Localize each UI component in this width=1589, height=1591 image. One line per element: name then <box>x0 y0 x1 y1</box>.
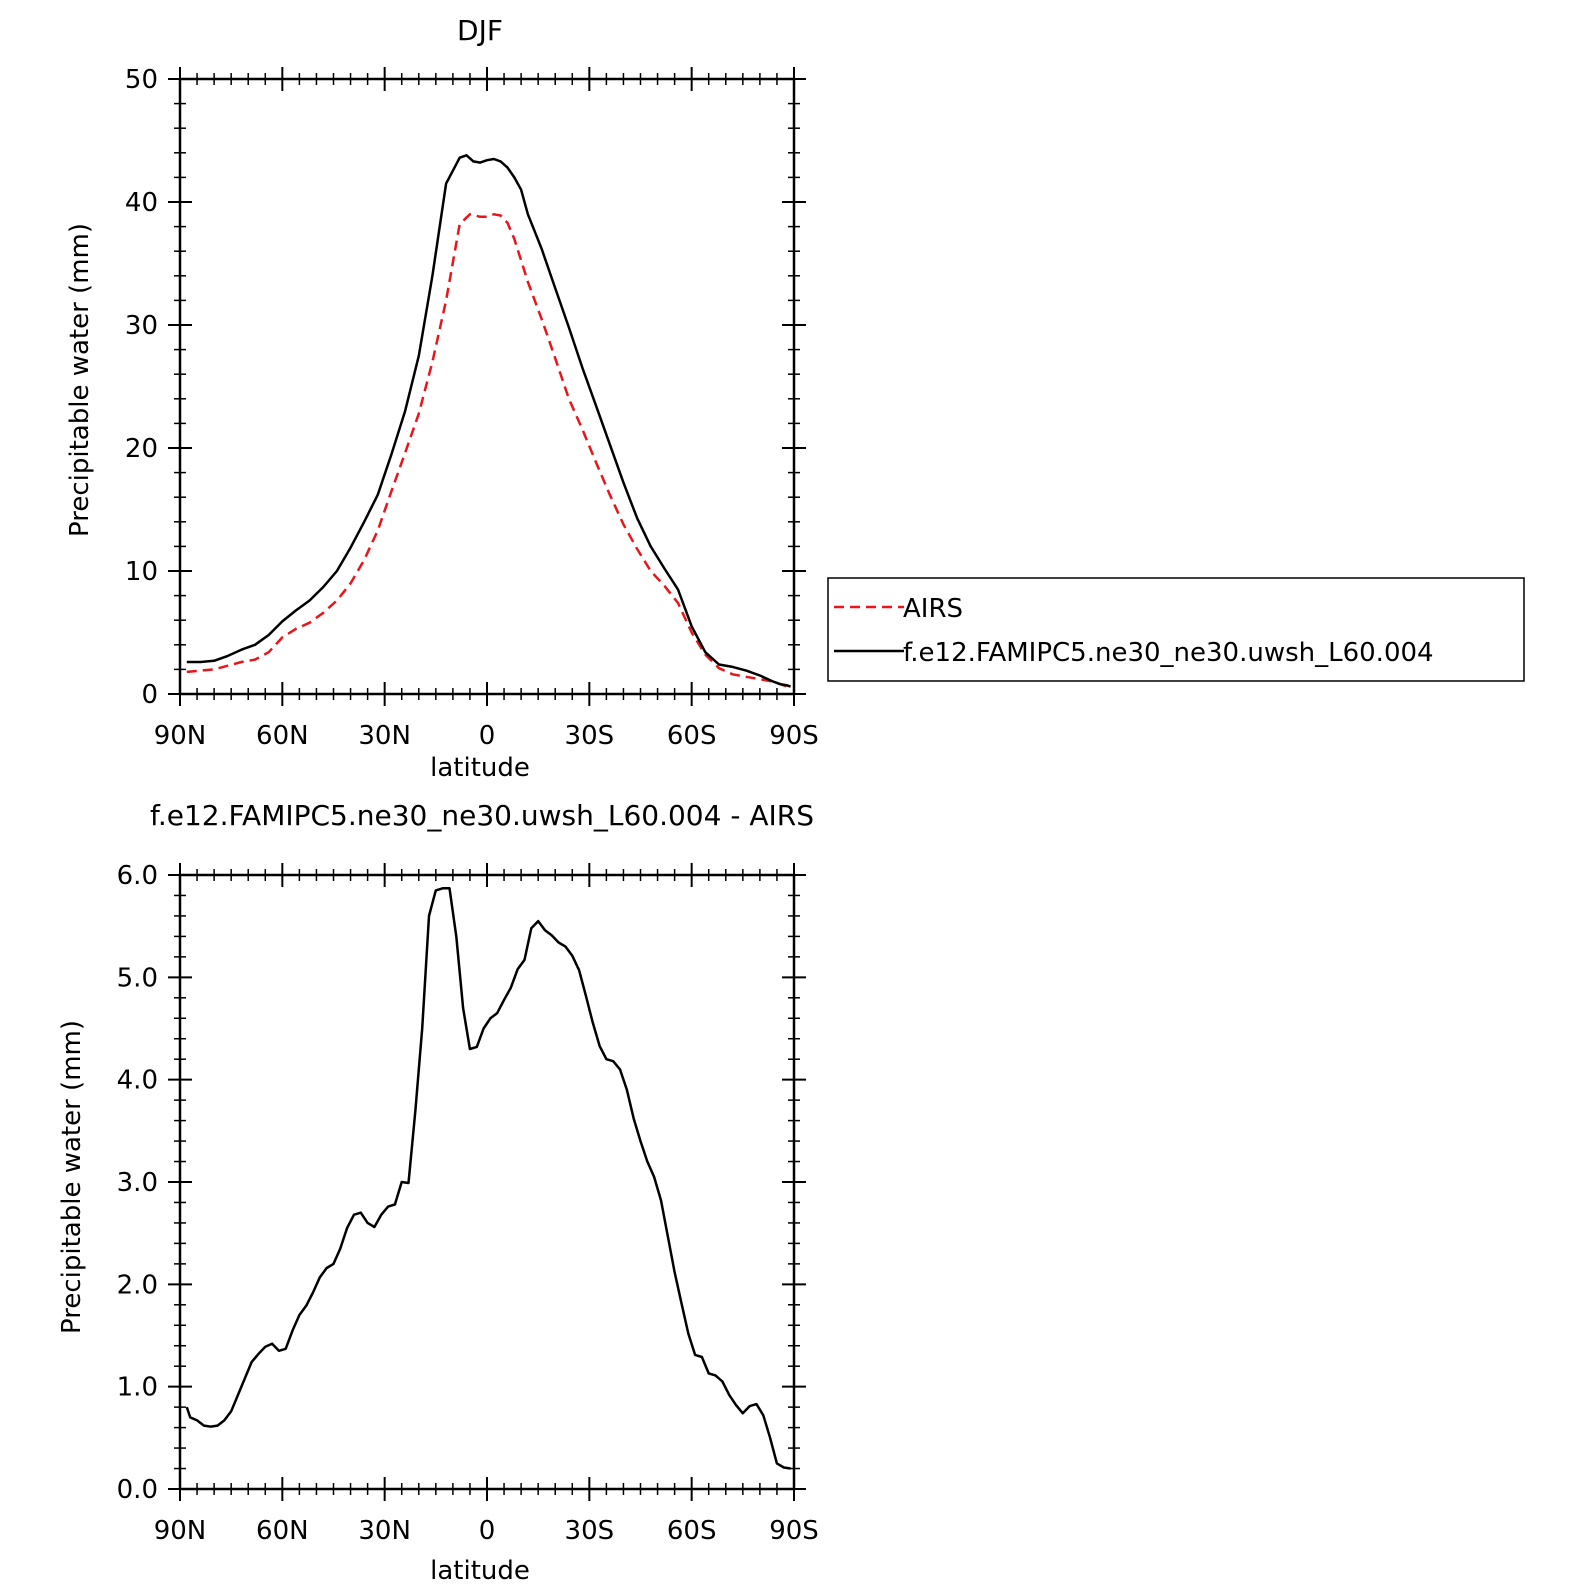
series-bottom <box>185 887 791 1470</box>
y-tick-label: 0 <box>141 680 158 710</box>
xlabel-top: latitude <box>430 753 530 783</box>
y-tick-label: 1.0 <box>117 1373 158 1403</box>
plot-frame-top <box>178 77 796 696</box>
series-line-bottom-0 <box>185 887 791 1470</box>
x-tick-label: 90N <box>154 1516 207 1546</box>
title-top: DJF <box>457 14 503 47</box>
x-tick-label: 60S <box>667 1516 717 1546</box>
y-tick-label: 20 <box>125 434 158 464</box>
x-tick-label: 30N <box>358 721 411 751</box>
panel-bottom: f.e12.FAMIPC5.ne30_ne30.uwsh_L60.004 - A… <box>57 799 819 1586</box>
x-tick-label: 90S <box>769 721 819 751</box>
x-tick-label: 0 <box>479 1516 496 1546</box>
ylabel-top: Precipitable water (mm) <box>65 223 95 537</box>
y-tick-label: 4.0 <box>117 1066 158 1096</box>
x-tick-label: 30N <box>358 1516 411 1546</box>
x-tick-label: 0 <box>479 721 496 751</box>
x-tick-label: 90N <box>154 721 207 751</box>
x-tick-label: 30S <box>565 1516 615 1546</box>
x-tick-label: 30S <box>565 721 615 751</box>
y-ticks-top: 0 10 20 30 40 50 <box>125 65 806 710</box>
series-line-top-0 <box>186 213 792 690</box>
panel-top: DJF 0 10 20 30 40 50 90N 60N 30N 0 30S 60S 90S Prec… <box>65 14 1525 783</box>
series-line-top-1 <box>186 154 792 688</box>
y-tick-label: 3.0 <box>117 1168 158 1198</box>
legend: AIRS f.e12.FAMIPC5.ne30_ne30.uwsh_L60.00… <box>827 577 1525 682</box>
legend-box <box>827 577 1525 682</box>
x-tick-label: 60N <box>256 1516 309 1546</box>
x-tick-label: 60N <box>256 721 309 751</box>
x-ticks-top: 90N 60N 30N 0 30S 60S 90S <box>154 67 819 751</box>
y-tick-label: 30 <box>125 311 158 341</box>
y-tick-label: 10 <box>125 557 158 587</box>
x-ticks-bottom: 90N 60N 30N 0 30S 60S 90S <box>154 863 819 1546</box>
series-top <box>186 154 792 690</box>
y-tick-label: 5.0 <box>117 963 158 993</box>
y-tick-label: 50 <box>125 65 158 95</box>
xlabel-bottom: latitude <box>430 1556 530 1586</box>
plot-frame-bottom <box>178 873 796 1491</box>
y-tick-label: 0.0 <box>117 1475 158 1505</box>
y-tick-label: 6.0 <box>117 861 158 891</box>
y-tick-label: 40 <box>125 188 158 218</box>
title-bottom: f.e12.FAMIPC5.ne30_ne30.uwsh_L60.004 - A… <box>150 799 814 832</box>
x-tick-label: 60S <box>667 721 717 751</box>
legend-label-model: f.e12.FAMIPC5.ne30_ne30.uwsh_L60.004 <box>903 638 1434 668</box>
ylabel-bottom: Precipitable water (mm) <box>57 1020 87 1334</box>
y-ticks-bottom: 0.0 1.0 2.0 3.0 4.0 5.0 6.0 <box>117 861 806 1505</box>
x-tick-label: 90S <box>769 1516 819 1546</box>
y-tick-label: 2.0 <box>117 1270 158 1300</box>
legend-label-airs: AIRS <box>903 594 963 624</box>
